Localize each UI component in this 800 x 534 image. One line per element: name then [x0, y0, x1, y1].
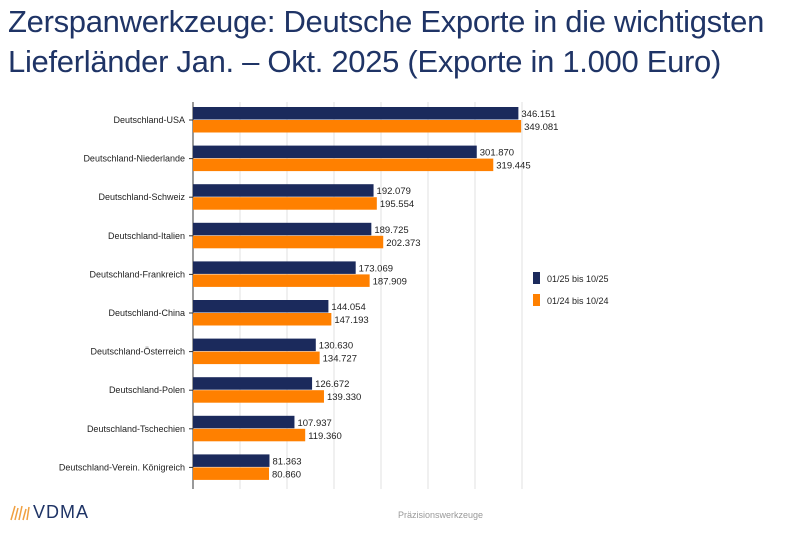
data-label: 130.630 [319, 341, 353, 352]
bar [193, 158, 494, 172]
bar [193, 467, 270, 480]
data-label: 349.081 [524, 122, 558, 133]
data-label: 139.330 [327, 392, 361, 403]
category-label: Deutschland-Italien [108, 231, 185, 241]
legend-swatch [533, 294, 540, 306]
title-line-2: Lieferländer Jan. – Okt. 2025 (Exporte i… [8, 44, 722, 79]
title-line-1: Zerspanwerkzeuge: Deutsche Exporte in di… [8, 4, 765, 39]
category-label: Deutschland-Tschechien [87, 424, 185, 434]
data-label: 81.363 [272, 456, 301, 467]
bar [193, 377, 313, 390]
bar [193, 261, 356, 274]
footer-caption: Präzisionswerkzeuge [398, 510, 484, 520]
vdma-logo: VDMA [8, 502, 89, 523]
chart-title: Zerspanwerkzeuge: Deutsche Exporte in di… [8, 2, 764, 82]
legend-label: 01/24 bis 10/24 [547, 296, 609, 306]
logo-text: VDMA [33, 502, 90, 522]
vdma-logo-icon [10, 505, 30, 520]
bar [193, 184, 374, 197]
bar [193, 454, 270, 467]
data-label: 319.445 [496, 161, 530, 172]
data-label: 173.069 [359, 263, 393, 274]
data-label: 126.672 [315, 379, 349, 390]
bar [193, 351, 320, 365]
data-label: 202.373 [386, 238, 420, 249]
data-label: 107.937 [297, 418, 331, 429]
bar [193, 300, 329, 313]
legend-label: 01/25 bis 10/25 [547, 274, 609, 284]
data-label: 187.909 [373, 276, 407, 287]
data-label: 195.554 [380, 199, 414, 210]
bar [193, 235, 384, 249]
data-label: 80.860 [272, 469, 301, 480]
legend-swatch [533, 272, 540, 284]
category-label: Deutschland-Österreich [90, 347, 185, 357]
bar [193, 274, 370, 287]
bar [193, 313, 332, 326]
category-label: Deutschland-Verein. Königreich [59, 462, 185, 472]
data-label: 119.360 [308, 431, 342, 442]
category-label: Deutschland-Polen [109, 385, 185, 395]
data-label: 192.079 [377, 186, 411, 197]
category-label: Deutschland-Schweiz [98, 192, 185, 202]
data-label: 301.870 [480, 148, 514, 159]
bar [193, 338, 316, 352]
bar [193, 107, 519, 120]
category-label: Deutschland-China [108, 308, 185, 318]
bar [193, 222, 372, 236]
bar [193, 120, 522, 133]
bar [193, 415, 295, 429]
data-label: 147.193 [334, 315, 368, 326]
data-label: 346.151 [521, 109, 555, 120]
bar [193, 197, 377, 210]
data-label: 189.725 [374, 225, 408, 236]
data-label: 144.054 [331, 302, 365, 313]
data-label: 134.727 [323, 354, 357, 365]
category-label: Deutschland-USA [113, 115, 185, 125]
category-label: Deutschland-Niederlande [83, 154, 185, 164]
bar [193, 145, 477, 159]
bar [193, 428, 306, 442]
category-label: Deutschland-Frankreich [89, 269, 185, 279]
bar [193, 390, 324, 403]
